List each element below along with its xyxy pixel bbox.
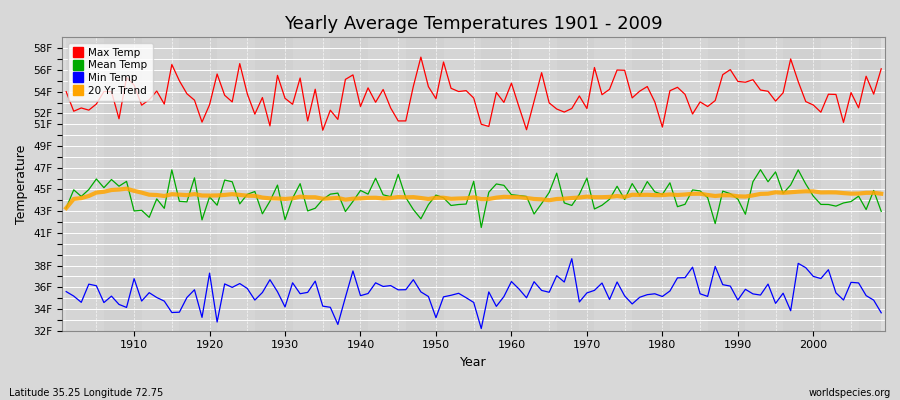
- Bar: [594, 37, 632, 331]
- Bar: [141, 37, 179, 331]
- Bar: [783, 37, 821, 331]
- Bar: [292, 37, 330, 331]
- Bar: [859, 37, 881, 331]
- Bar: [179, 37, 217, 331]
- Bar: [406, 37, 444, 331]
- Bar: [67, 37, 104, 331]
- Bar: [104, 37, 141, 331]
- Title: Yearly Average Temperatures 1901 - 2009: Yearly Average Temperatures 1901 - 2009: [284, 15, 663, 33]
- Text: Latitude 35.25 Longitude 72.75: Latitude 35.25 Longitude 72.75: [9, 388, 163, 398]
- Bar: [821, 37, 859, 331]
- Bar: [707, 37, 745, 331]
- X-axis label: Year: Year: [461, 356, 487, 369]
- Text: worldspecies.org: worldspecies.org: [809, 388, 891, 398]
- Bar: [519, 37, 557, 331]
- Bar: [632, 37, 670, 331]
- Bar: [670, 37, 707, 331]
- Bar: [745, 37, 783, 331]
- Bar: [217, 37, 255, 331]
- Bar: [368, 37, 406, 331]
- Y-axis label: Temperature: Temperature: [15, 144, 28, 224]
- Legend: Max Temp, Mean Temp, Min Temp, 20 Yr Trend: Max Temp, Mean Temp, Min Temp, 20 Yr Tre…: [68, 42, 153, 101]
- Bar: [255, 37, 292, 331]
- Bar: [444, 37, 482, 331]
- Bar: [330, 37, 368, 331]
- Bar: [557, 37, 594, 331]
- Bar: [482, 37, 519, 331]
